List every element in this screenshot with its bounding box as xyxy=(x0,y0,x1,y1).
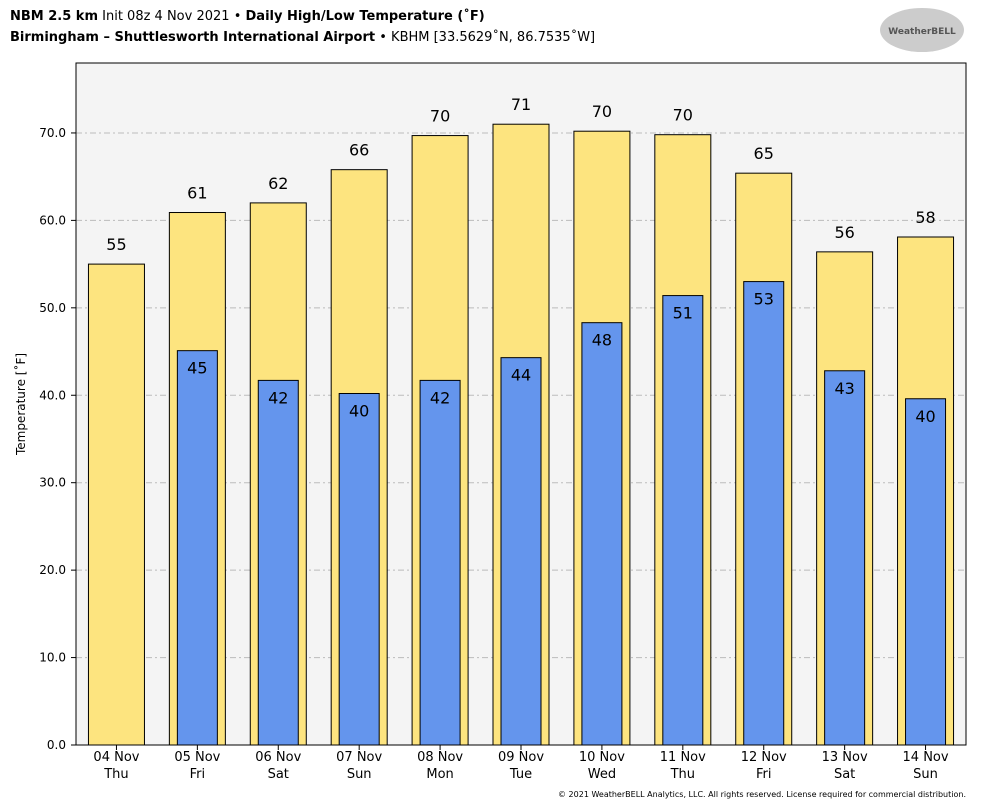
y-tick-label: 50.0 xyxy=(39,301,66,315)
logo-mark xyxy=(880,8,964,52)
y-tick-label: 0.0 xyxy=(47,738,66,752)
bar xyxy=(87,263,145,746)
value-label: 53 xyxy=(754,290,774,309)
x-tick-sublabel: Mon xyxy=(426,767,453,782)
x-tick-sublabel: Sun xyxy=(347,767,372,782)
x-tick-label: 07 Nov xyxy=(336,750,382,765)
bar xyxy=(176,350,218,746)
x-tick-label: 12 Nov xyxy=(741,750,787,765)
bar xyxy=(824,370,866,746)
subtitle-part: • xyxy=(379,30,387,45)
plot: 55 61 62 66 70 71 70 70 65 56 58 45 42 40 42 44 48 51 53 43… xyxy=(76,95,966,746)
x-tick-label: 14 Nov xyxy=(903,750,949,765)
title-part: • xyxy=(234,9,242,24)
bar xyxy=(257,379,299,746)
x-tick-sublabel: Sun xyxy=(913,767,938,782)
title-part: Init 08z 4 Nov 2021 xyxy=(102,9,229,24)
value-label: 61 xyxy=(187,184,207,203)
value-label: 48 xyxy=(592,331,612,350)
value-label: 51 xyxy=(673,304,693,323)
x-tick-sublabel: Fri xyxy=(190,767,206,782)
y-tick-label: 10.0 xyxy=(39,651,66,665)
bar xyxy=(338,393,380,746)
value-label: 42 xyxy=(430,388,450,407)
footer: © 2021 WeatherBELL Analytics, LLC. All r… xyxy=(558,790,966,799)
y-tick-label: 20.0 xyxy=(39,563,66,577)
bar xyxy=(419,379,461,746)
x-tick-label: 13 Nov xyxy=(822,750,868,765)
bar xyxy=(905,398,947,746)
bar xyxy=(743,281,785,746)
value-label: 65 xyxy=(754,144,774,163)
value-label: 40 xyxy=(915,407,935,426)
x-tick-sublabel: Thu xyxy=(670,767,695,782)
x-tick-label: 10 Nov xyxy=(579,750,625,765)
y-axis-label: Temperature [˚F] xyxy=(13,353,28,456)
x-tick-sublabel: Sat xyxy=(268,767,289,782)
value-label: 44 xyxy=(511,366,531,385)
value-label: 70 xyxy=(592,102,612,121)
y-tick-label: 40.0 xyxy=(39,388,66,402)
x-tick-label: 09 Nov xyxy=(498,750,544,765)
subtitle-part: KBHM [33.5629˚N, 86.7535˚W] xyxy=(391,29,595,45)
value-label: 70 xyxy=(430,107,450,126)
chart-subtitle: Birmingham – Shuttlesworth International… xyxy=(10,29,595,45)
value-label: 66 xyxy=(349,141,369,160)
x-tick-sublabel: Tue xyxy=(509,767,532,782)
subtitle-part: Birmingham – Shuttlesworth International… xyxy=(10,30,375,45)
value-label: 58 xyxy=(915,208,935,227)
value-label: 42 xyxy=(268,388,288,407)
value-label: 70 xyxy=(673,106,693,125)
x-tick-sublabel: Fri xyxy=(756,767,772,782)
x-tick-label: 08 Nov xyxy=(417,750,463,765)
x-tick-label: 05 Nov xyxy=(174,750,220,765)
x-tick-label: 11 Nov xyxy=(660,750,706,765)
value-label: 62 xyxy=(268,174,288,193)
x-tick-sublabel: Thu xyxy=(103,767,128,782)
title-part: NBM 2.5 km xyxy=(10,9,98,24)
value-label: 40 xyxy=(349,402,369,421)
x-tick-sublabel: Wed xyxy=(588,767,616,782)
y-tick-label: 70.0 xyxy=(39,126,66,140)
bar xyxy=(662,295,704,746)
title-part: Daily High/Low Temperature (˚F) xyxy=(246,8,485,24)
x-tick-label: 06 Nov xyxy=(255,750,301,765)
x-tick-label: 04 Nov xyxy=(93,750,139,765)
chart-title: NBM 2.5 km Init 08z 4 Nov 2021 • Daily H… xyxy=(10,8,485,24)
bar xyxy=(500,357,542,746)
x-tick-sublabel: Sat xyxy=(834,767,855,782)
value-label: 43 xyxy=(834,379,854,398)
value-label: 45 xyxy=(187,359,207,378)
y-tick-label: 60.0 xyxy=(39,213,66,227)
logo: WeatherBELL xyxy=(888,27,956,37)
value-label: 71 xyxy=(511,95,531,114)
bar xyxy=(581,322,623,746)
value-label: 55 xyxy=(106,235,126,254)
y-tick-label: 30.0 xyxy=(39,476,66,490)
value-label: 56 xyxy=(834,223,854,242)
